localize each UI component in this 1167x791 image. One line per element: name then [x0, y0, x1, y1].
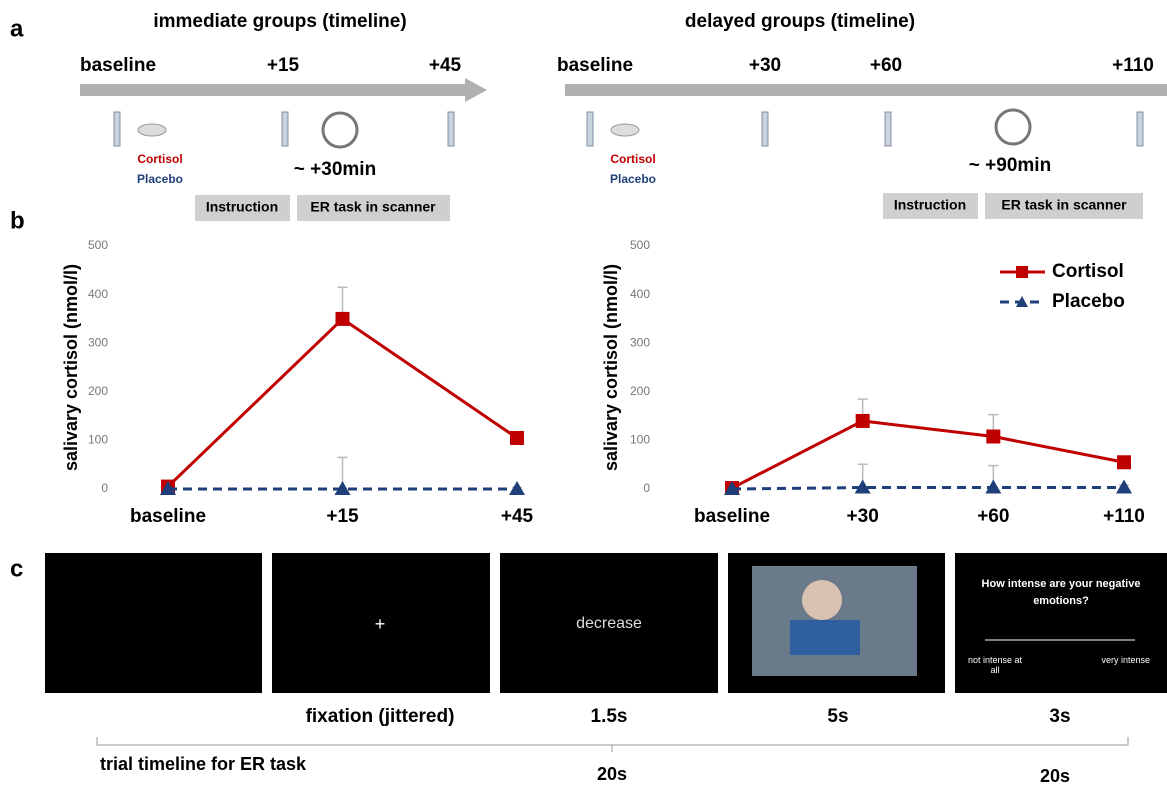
drug-label: Cortisol — [610, 152, 655, 166]
duration-label: fixation (jittered) — [306, 706, 455, 727]
phase-label: ER task in scanner — [310, 199, 436, 215]
panel-label: b — [10, 207, 25, 234]
marker — [1116, 479, 1132, 494]
cue-text: decrease — [576, 615, 642, 632]
duration-label: 3s — [1049, 706, 1070, 727]
phase-box — [883, 193, 978, 219]
phase-box — [985, 193, 1143, 219]
timeline-label: +110 — [1112, 55, 1154, 76]
drug-label: Cortisol — [137, 152, 182, 166]
stimulus-image-detail — [802, 580, 842, 620]
legend-marker — [1016, 266, 1028, 278]
y-tick-label: 400 — [630, 287, 650, 301]
duration-label: 5s — [827, 706, 848, 727]
phase-label: Instruction — [206, 199, 278, 215]
question-text: How intense are your negative emotions? — [981, 578, 1141, 607]
timeline-label: +15 — [267, 55, 300, 76]
marker — [334, 481, 351, 495]
panel-label: c — [10, 555, 23, 582]
sample-tubes — [113, 111, 455, 147]
x-tick-label: baseline — [694, 506, 770, 527]
fixation-cross: + — [375, 614, 386, 634]
timeline-title: delayed groups (timeline) — [685, 11, 915, 32]
legend-label: Cortisol — [1052, 261, 1124, 282]
timeline-label: +30 — [749, 55, 781, 76]
stimulus-image-detail — [790, 620, 860, 655]
delay-label: ~ +30min — [294, 159, 376, 180]
timeline-arrow — [80, 78, 487, 102]
marker — [724, 481, 740, 495]
timeline-label: baseline — [80, 55, 156, 76]
marker — [985, 479, 1002, 494]
drug-label: Placebo — [137, 172, 183, 186]
marker — [509, 481, 525, 495]
scale-high: very intense — [1101, 655, 1150, 665]
total-label: 20s — [1040, 766, 1070, 786]
scale-low-box: not intense at all — [967, 655, 1023, 675]
timeline-label: trial timeline for ER task — [100, 754, 307, 774]
y-tick-label: 300 — [88, 335, 108, 349]
pill-icon — [610, 123, 640, 137]
marker — [986, 429, 1001, 444]
duration-label: 1.5s — [591, 706, 628, 727]
series-line — [731, 419, 1125, 490]
timeline-label: +60 — [870, 55, 902, 76]
phase-label: Instruction — [894, 197, 966, 213]
marker — [1117, 455, 1131, 470]
marker — [854, 479, 871, 494]
phase-box — [195, 195, 290, 221]
y-tick-label: 0 — [643, 481, 650, 495]
marker — [855, 413, 870, 428]
timeline-bracket — [96, 737, 1129, 752]
panel-label: a — [10, 15, 24, 42]
y-axis-label: salivary cortisol (nmol/l) — [601, 264, 621, 471]
y-tick-label: 0 — [101, 481, 108, 495]
phase-box — [297, 195, 450, 221]
x-tick-label: +110 — [1103, 506, 1145, 527]
sample-tubes — [586, 111, 1144, 147]
timeline-arrow — [565, 84, 1167, 96]
legend-label: Placebo — [1052, 291, 1125, 312]
phase-label: ER task in scanner — [1001, 197, 1127, 213]
y-tick-label: 400 — [88, 287, 108, 301]
scale-low: not intense at all — [967, 655, 1023, 675]
x-tick-label: +30 — [847, 506, 879, 527]
y-tick-label: 200 — [630, 384, 650, 398]
delay-label: ~ +90min — [969, 155, 1051, 176]
scale-high-box: very intense — [1101, 655, 1150, 665]
marker — [160, 481, 176, 495]
x-tick-label: +15 — [326, 506, 359, 527]
y-axis-label: salivary cortisol (nmol/l) — [61, 264, 81, 471]
scanner-icon — [994, 108, 1032, 146]
marker — [510, 430, 524, 445]
x-tick-label: +60 — [977, 506, 1009, 527]
x-tick-label: +45 — [501, 506, 534, 527]
legend-marker — [1016, 296, 1028, 307]
y-tick-label: 100 — [88, 433, 108, 447]
x-tick-label: baseline — [130, 506, 206, 527]
scanner-icon — [321, 111, 359, 149]
timeline-label: +45 — [429, 55, 462, 76]
y-tick-label: 300 — [630, 335, 650, 349]
y-tick-label: 100 — [630, 433, 650, 447]
question-box: How intense are your negative emotions? — [981, 578, 1141, 607]
y-tick-label: 500 — [630, 238, 650, 252]
total-label: 20s — [597, 764, 627, 784]
charts: 0 100 200 300 400 500 salivary cortisol (nmol/… — [61, 238, 1145, 527]
y-tick-label: 200 — [88, 384, 108, 398]
timeline-label: baseline — [557, 55, 633, 76]
series-line — [731, 486, 1124, 491]
pill-icon — [137, 123, 167, 137]
timeline-title: immediate groups (timeline) — [153, 11, 406, 32]
drug-label: Placebo — [610, 172, 656, 186]
marker — [335, 311, 350, 326]
y-tick-label: 500 — [88, 238, 108, 252]
